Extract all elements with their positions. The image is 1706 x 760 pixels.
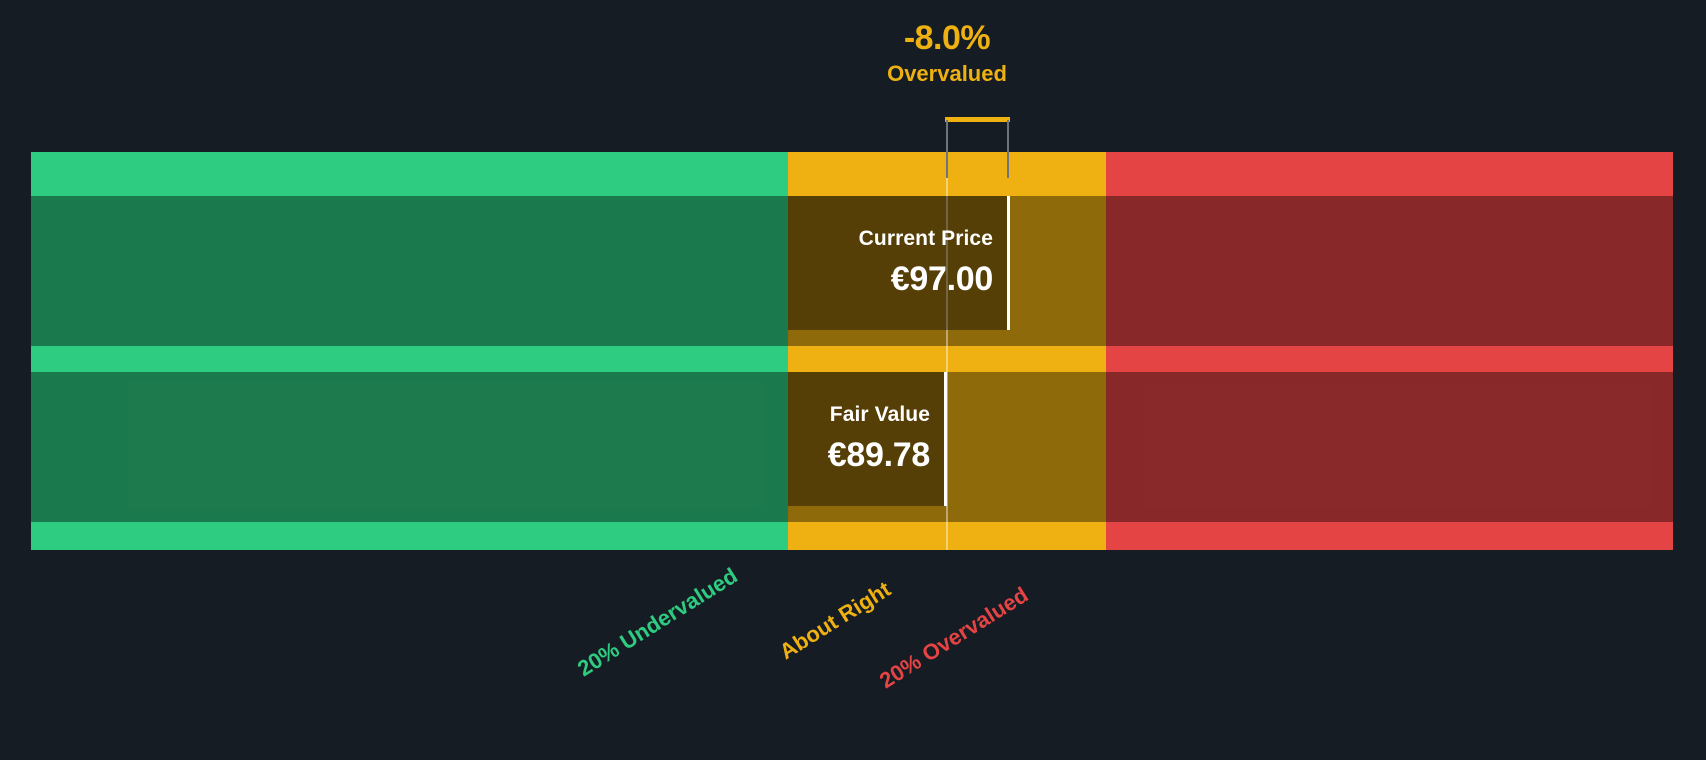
bracket-left-leg (946, 120, 948, 156)
axis-label-undervalued: 20% Undervalued (573, 562, 742, 682)
current-price-value: €97.00 (890, 260, 994, 298)
valuation-percent: -8.0% (903, 19, 991, 57)
current-price-callout[interactable]: Current Price €97.00 (788, 196, 1010, 330)
bracket-right-leg (1007, 120, 1009, 156)
axis-label-overvalued: 20% Overvalued (875, 581, 1033, 694)
fair-value-label: Fair Value (829, 403, 930, 426)
zone-overvalued (1106, 152, 1673, 550)
valuation-status: Overvalued (887, 61, 1007, 86)
bracket-top-bar (945, 117, 1010, 122)
zone-about-right (788, 152, 1106, 550)
current-price-label: Current Price (858, 227, 993, 250)
fair-value-callout[interactable]: Fair Value €89.78 (788, 372, 947, 506)
bracket-left-leg-overlay (946, 152, 948, 178)
band-shade-fair-value (31, 372, 1673, 522)
bracket-right-leg-overlay (1007, 152, 1009, 178)
fair-value-value: €89.78 (827, 436, 931, 474)
zone-undervalued (31, 152, 788, 550)
valuation-bracket (945, 117, 1010, 156)
current-price-marker-line (946, 152, 948, 550)
valuation-header: -8.0% Overvalued (747, 18, 1147, 88)
valuation-bands: Current Price €97.00 Fair Value €89.78 (31, 152, 1673, 550)
axis-label-about-right: About Right (775, 576, 895, 665)
band-shade-current-price (31, 196, 1673, 346)
